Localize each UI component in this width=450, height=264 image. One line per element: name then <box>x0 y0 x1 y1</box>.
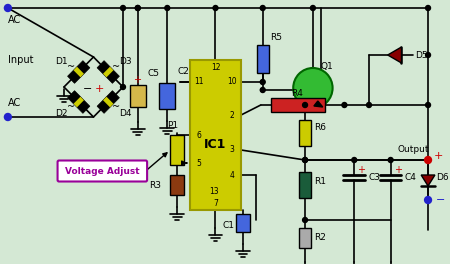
Polygon shape <box>68 61 90 83</box>
Circle shape <box>425 157 432 163</box>
Circle shape <box>165 6 170 11</box>
Circle shape <box>310 6 315 11</box>
Bar <box>299 172 311 198</box>
Circle shape <box>260 6 265 11</box>
Circle shape <box>426 6 431 11</box>
Text: +: + <box>357 165 365 175</box>
Text: AC: AC <box>8 98 21 108</box>
Polygon shape <box>421 175 435 186</box>
Text: Q1: Q1 <box>321 62 333 70</box>
Circle shape <box>121 84 126 89</box>
Text: Input: Input <box>8 55 33 65</box>
Text: C1: C1 <box>222 221 234 230</box>
Polygon shape <box>68 91 90 113</box>
Circle shape <box>213 6 218 11</box>
Text: 12: 12 <box>211 64 220 73</box>
Text: D2: D2 <box>55 109 68 117</box>
Polygon shape <box>314 101 323 107</box>
Polygon shape <box>73 67 84 77</box>
Circle shape <box>260 87 265 92</box>
Bar <box>190 60 241 210</box>
Polygon shape <box>97 91 119 113</box>
Text: R6: R6 <box>314 122 326 131</box>
Text: P1: P1 <box>166 120 178 130</box>
Text: ~: ~ <box>112 102 120 112</box>
Text: D5: D5 <box>415 50 428 59</box>
Circle shape <box>302 218 307 223</box>
Polygon shape <box>388 47 401 63</box>
Circle shape <box>302 102 307 107</box>
Text: 10: 10 <box>227 78 237 87</box>
Circle shape <box>135 6 140 11</box>
Text: C4: C4 <box>405 172 416 182</box>
Circle shape <box>121 6 126 11</box>
Text: 6: 6 <box>196 130 201 139</box>
Circle shape <box>426 53 431 58</box>
Bar <box>170 135 184 165</box>
Text: +: + <box>94 84 104 94</box>
Polygon shape <box>73 97 84 107</box>
Polygon shape <box>103 67 113 77</box>
Text: −: − <box>436 195 446 205</box>
Text: D3: D3 <box>119 56 132 65</box>
Text: 4: 4 <box>230 171 234 180</box>
Circle shape <box>342 102 347 107</box>
Text: D6: D6 <box>436 172 449 182</box>
Text: 2: 2 <box>230 111 234 120</box>
Text: 7: 7 <box>213 200 218 209</box>
Circle shape <box>352 158 357 163</box>
Circle shape <box>302 158 307 163</box>
Circle shape <box>302 158 307 163</box>
Bar <box>236 214 250 232</box>
Text: C5: C5 <box>148 68 160 78</box>
Circle shape <box>4 4 11 12</box>
Text: R2: R2 <box>314 233 326 243</box>
Circle shape <box>135 6 140 11</box>
Bar <box>299 120 311 146</box>
Text: 5: 5 <box>196 158 201 167</box>
Text: 11: 11 <box>194 78 203 87</box>
Text: 3: 3 <box>230 145 234 154</box>
Text: D1: D1 <box>55 56 68 65</box>
Bar <box>257 45 269 73</box>
Text: +: + <box>133 75 141 85</box>
Text: 13: 13 <box>209 187 218 196</box>
Circle shape <box>426 102 431 107</box>
Circle shape <box>293 68 333 108</box>
Text: IC1: IC1 <box>204 139 227 152</box>
Text: C3: C3 <box>368 172 380 182</box>
Text: D4: D4 <box>119 109 132 117</box>
Text: AC: AC <box>8 15 21 25</box>
Text: C2: C2 <box>177 67 189 76</box>
Polygon shape <box>97 61 119 83</box>
Text: ~: ~ <box>67 62 75 72</box>
Text: ~: ~ <box>67 102 75 112</box>
Text: +: + <box>434 151 443 161</box>
Bar <box>130 85 146 107</box>
Text: R5: R5 <box>270 34 283 43</box>
Circle shape <box>4 114 11 120</box>
Text: R3: R3 <box>149 181 162 190</box>
Text: R1: R1 <box>314 177 326 186</box>
FancyBboxPatch shape <box>58 161 147 182</box>
Bar <box>159 83 175 109</box>
Circle shape <box>426 158 431 163</box>
Bar <box>299 228 311 248</box>
Bar <box>270 98 325 112</box>
Text: ~: ~ <box>112 62 120 72</box>
Text: +: + <box>394 165 401 175</box>
Text: Output: Output <box>397 145 429 154</box>
Circle shape <box>367 102 371 107</box>
Circle shape <box>425 196 432 204</box>
Text: R4: R4 <box>291 88 303 97</box>
Circle shape <box>260 79 265 84</box>
Bar <box>170 175 184 195</box>
Polygon shape <box>103 97 113 107</box>
Text: −: − <box>83 84 92 94</box>
Text: Voltage Adjust: Voltage Adjust <box>65 167 140 176</box>
Circle shape <box>388 158 393 163</box>
